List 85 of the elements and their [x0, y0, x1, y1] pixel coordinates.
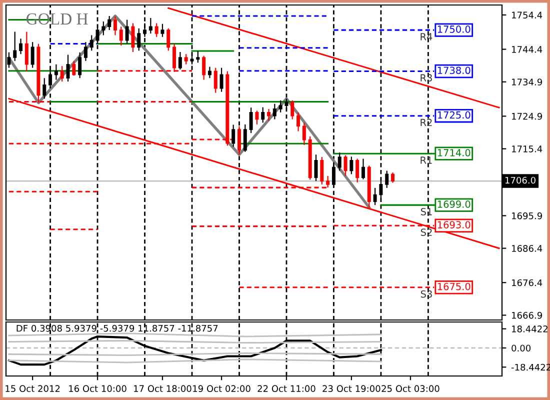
x-tick-label: 19 Oct 02:00: [193, 385, 250, 392]
y-tick-label: 1666.9: [512, 312, 542, 319]
candlestick: [220, 67, 224, 92]
candlestick: [320, 156, 324, 186]
candlestick: [131, 22, 135, 53]
candlestick: [72, 60, 76, 76]
candlestick: [24, 31, 28, 72]
y-tick-label: 1676.4: [512, 279, 542, 286]
candlestick: [160, 23, 164, 38]
candlestick: [344, 154, 348, 176]
candlestick: [243, 124, 247, 152]
candlestick: [84, 42, 88, 62]
candlestick: [102, 20, 106, 36]
candlestick: [166, 28, 170, 52]
candlestick: [30, 42, 34, 68]
data-label: 1714.0: [438, 149, 470, 156]
candlestick: [125, 19, 129, 44]
candlestick: [272, 103, 276, 120]
candlestick: [54, 64, 58, 80]
x-tick-label: 17 Oct 18:00: [134, 385, 192, 392]
candlestick: [338, 152, 342, 172]
legend-label: S3: [420, 290, 432, 298]
x-tick-label: 16 Oct 10:00: [69, 385, 126, 392]
candlestick: [278, 100, 282, 113]
candlestick: [249, 107, 253, 134]
candlestick: [232, 124, 236, 148]
data-label: 1693.0: [438, 221, 470, 228]
candlestick: [19, 38, 23, 55]
data-label: 1738.0: [438, 66, 470, 74]
data-label: 1725.0: [438, 111, 470, 119]
candlestick: [154, 22, 158, 38]
line-series: [8, 14, 371, 209]
data-label: 1699.0: [438, 200, 470, 208]
y-tick-label: 1715.4: [512, 146, 542, 152]
y-tick-label: 1695.9: [512, 212, 542, 220]
legend-label: S2: [420, 228, 432, 236]
candlestick: [391, 172, 395, 184]
legend-label: S1: [420, 208, 432, 216]
candlestick: [255, 110, 259, 125]
candlestick: [208, 66, 212, 79]
x-tick-label: 22 Oct 11:00: [258, 385, 316, 392]
candlestick: [214, 67, 218, 94]
candlestick: [113, 16, 117, 36]
y-tick-label: 1754.4: [512, 12, 542, 19]
candlestick: [290, 100, 294, 120]
candlestick: [302, 122, 306, 146]
candlestick: [350, 156, 354, 175]
y-tick-label: 18.4422: [512, 326, 548, 332]
chart-title: GOLD H: [26, 13, 88, 25]
legend-label: R2: [420, 118, 432, 126]
chart-title: DF 0.3908 5.9379 -5.9379 11.8757 -11.8757: [16, 324, 218, 332]
data-label: 1750.0: [438, 26, 470, 33]
candlestick: [356, 158, 360, 183]
candlestick: [361, 158, 365, 180]
candlestick: [202, 55, 206, 80]
candlestick: [178, 51, 182, 70]
candlestick: [267, 108, 271, 122]
candlestick: [90, 34, 94, 52]
y-tick-label: 1686.4: [512, 245, 542, 252]
y-tick-label: 0.00: [512, 344, 531, 352]
candlestick: [108, 15, 112, 31]
ref-line-label: 1706.0: [505, 176, 536, 184]
x-tick-label: 25 Oct 03:00: [382, 385, 440, 392]
legend-label: R1: [420, 156, 432, 164]
candlestick: [137, 28, 141, 52]
candlestick: [13, 31, 17, 62]
candlestick: [119, 26, 123, 46]
candlestick: [42, 78, 46, 100]
x-tick-label: 15 Oct 2012: [6, 385, 60, 392]
legend-label: R3: [420, 74, 432, 82]
data-label: 1675.0: [438, 282, 470, 290]
y-tick-label: 1724.9: [512, 112, 542, 120]
x-tick-label: 23 Oct 19:00: [322, 385, 380, 392]
y-tick-label: 1744.4: [512, 46, 542, 53]
candlestick: [60, 66, 64, 82]
candlestick: [78, 52, 82, 79]
candlestick: [296, 112, 300, 132]
candlestick: [261, 106, 265, 124]
candlestick: [373, 187, 377, 206]
candlestick: [184, 54, 188, 65]
y-tick-label: 1734.9: [512, 78, 542, 86]
candlestick: [385, 170, 389, 188]
candlestick: [148, 17, 152, 34]
legend-label: R4: [420, 33, 432, 40]
candlestick: [196, 50, 200, 64]
